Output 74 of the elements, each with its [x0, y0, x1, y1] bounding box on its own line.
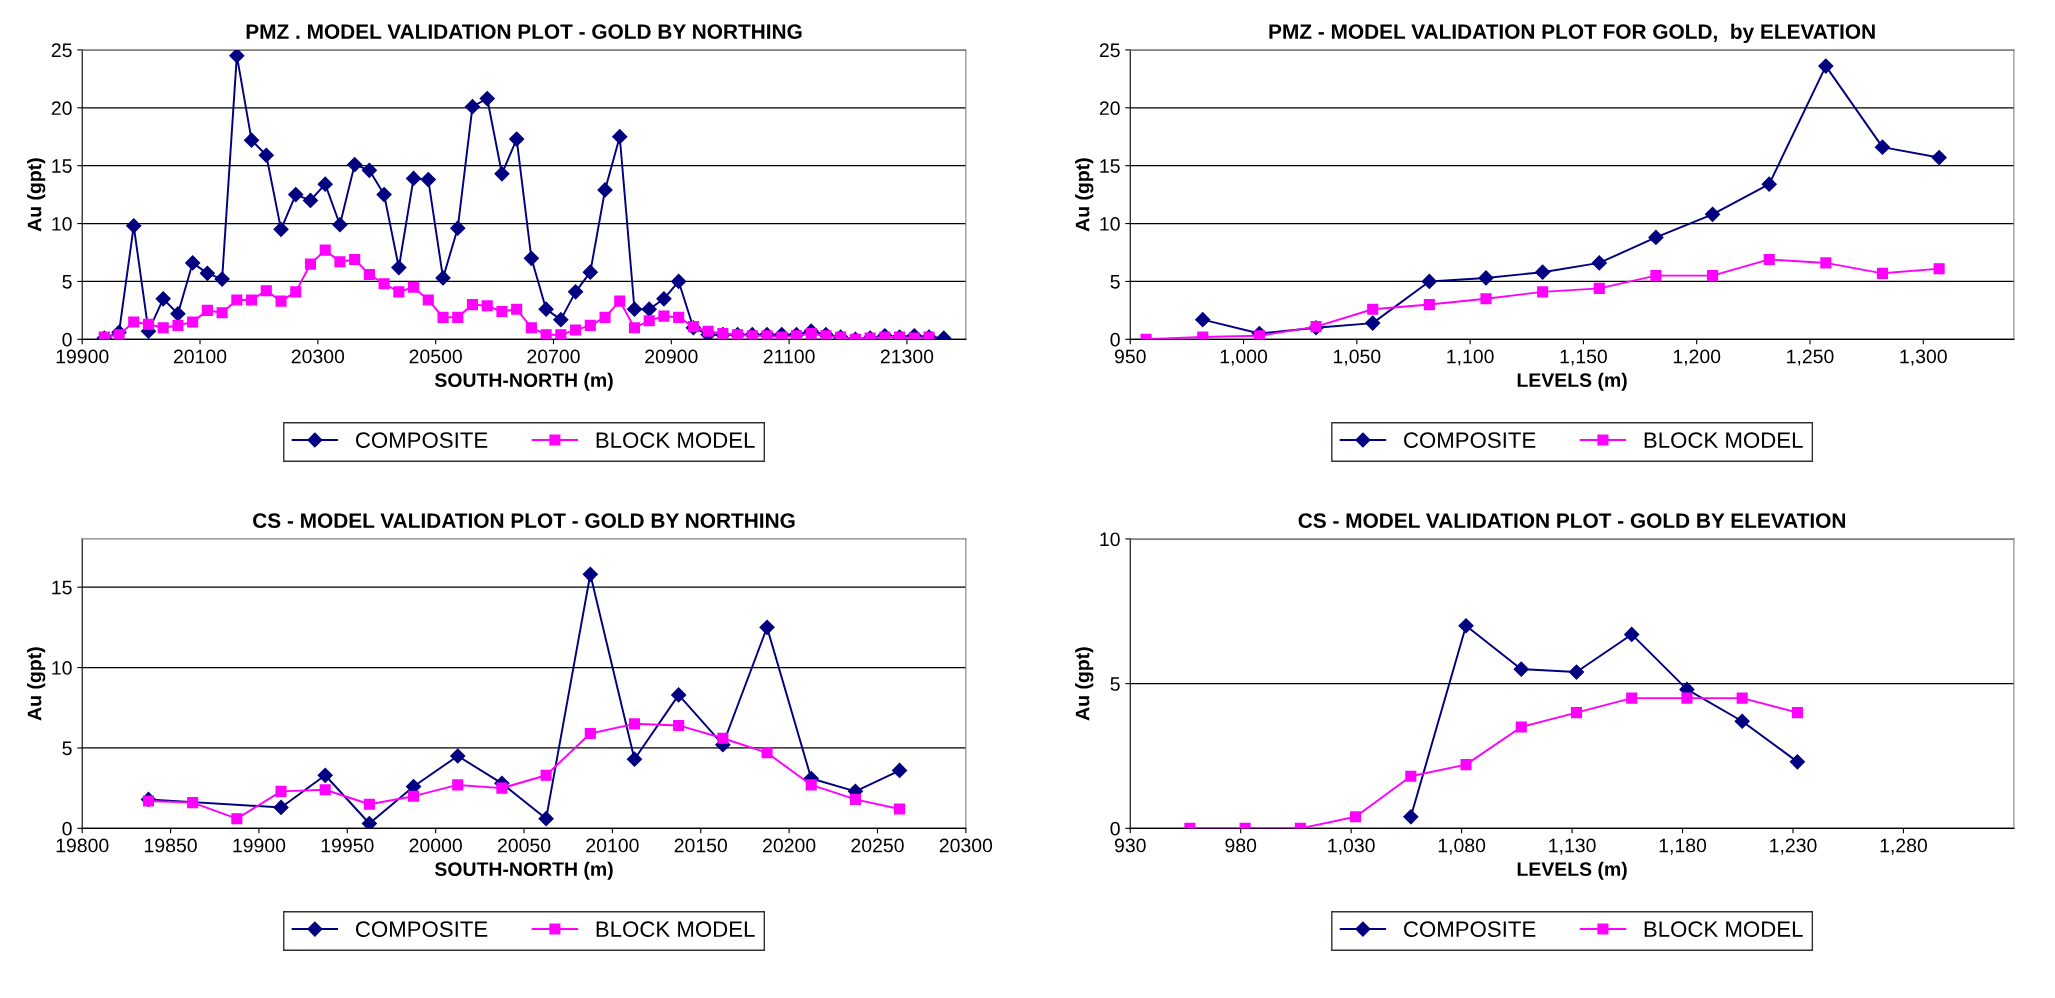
x-tick-label: 20250 [851, 838, 904, 853]
legend-label: BLOCK MODEL [596, 432, 755, 448]
y-axis-title: Au (gpt) [27, 158, 46, 232]
x-tick-label: 20200 [763, 838, 816, 853]
y-axis-title: Au (gpt) [1075, 647, 1094, 721]
x-tick-label: 20100 [586, 838, 639, 853]
x-tick-label: 1,100 [1447, 349, 1494, 366]
y-tick-label: 5 [1110, 677, 1120, 691]
y-tick-label: 0 [62, 821, 72, 836]
x-tick-label: 20900 [645, 349, 698, 364]
legend-label: COMPOSITE [355, 432, 488, 448]
x-tick-label: 1,050 [1333, 349, 1381, 366]
chart-title: CS - MODEL VALIDATION PLOT - GOLD BY ELEVATION [1298, 513, 1846, 529]
y-tick-label: 25 [1099, 43, 1120, 58]
legend-label: BLOCK MODEL [1644, 921, 1803, 938]
x-tick-label: 1,230 [1770, 838, 1817, 855]
y-axis-title: Au (gpt) [27, 647, 46, 721]
y-tick-label: 15 [1100, 159, 1120, 173]
x-tick-label: 20050 [497, 838, 551, 853]
x-tick-label: 1,030 [1328, 838, 1375, 855]
x-axis-title: LEVELS (m) [1517, 861, 1627, 880]
x-axis-title: SOUTH-NORTH (m) [434, 861, 613, 880]
legend-label: COMPOSITE [355, 921, 488, 938]
x-tick-label: 930 [1114, 838, 1146, 853]
chart-title: PMZ - MODEL VALIDATION PLOT FOR GOLD, by ELEVATION [1269, 23, 1875, 44]
x-tick-label: 19900 [56, 349, 109, 364]
y-tick-label: 10 [52, 217, 72, 231]
x-tick-label: 20500 [409, 349, 462, 364]
y-tick-label: 5 [62, 275, 72, 289]
legend-label: COMPOSITE [1404, 921, 1536, 938]
x-tick-label: 20700 [527, 349, 580, 364]
x-tick-label: 21300 [880, 349, 934, 364]
y-tick-label: 10 [1100, 532, 1120, 547]
x-tick-label: 980 [1225, 838, 1257, 853]
y-tick-label: 15 [52, 580, 72, 595]
x-tick-label: 1,000 [1220, 349, 1268, 366]
y-tick-label: 5 [1110, 275, 1120, 289]
x-tick-label: 20300 [939, 838, 993, 853]
y-tick-label: 15 [52, 159, 72, 173]
y-tick-label: 20 [51, 101, 72, 116]
y-tick-label: 0 [1110, 821, 1120, 836]
x-tick-label: 1,200 [1673, 349, 1721, 366]
x-tick-label: 20100 [173, 349, 227, 364]
x-tick-label: 1,180 [1659, 838, 1707, 855]
x-tick-label: 19850 [145, 838, 197, 853]
y-tick-label: 10 [52, 661, 72, 675]
x-tick-label: 20000 [409, 838, 462, 853]
x-tick-label: 20150 [674, 838, 728, 853]
chart-title: CS - MODEL VALIDATION PLOT - GOLD BY NORTHING [253, 513, 795, 529]
y-tick-label: 20 [1099, 101, 1120, 116]
y-tick-label: 10 [1100, 217, 1120, 231]
y-tick-label: 0 [62, 332, 72, 347]
y-axis-title: Au (gpt) [1075, 158, 1094, 232]
x-tick-label: 21100 [763, 349, 815, 364]
legend-label: BLOCK MODEL [596, 921, 755, 938]
legend-label: COMPOSITE [1404, 432, 1536, 448]
x-tick-label: 19950 [321, 838, 374, 853]
x-tick-label: 1,130 [1549, 838, 1596, 855]
x-tick-label: 20300 [291, 349, 345, 364]
x-tick-label: 19800 [56, 838, 109, 853]
y-tick-label: 25 [51, 43, 72, 58]
x-tick-label: 1,280 [1880, 838, 1928, 855]
x-axis-title: SOUTH-NORTH (m) [434, 372, 613, 391]
x-tick-label: 1,250 [1787, 349, 1834, 366]
x-tick-label: 1,150 [1560, 349, 1607, 366]
x-axis-title: LEVELS (m) [1517, 372, 1627, 391]
x-tick-label: 1,080 [1438, 838, 1486, 855]
chart-title: PMZ . MODEL VALIDATION PLOT - GOLD BY NORTHING [246, 24, 802, 39]
legend-label: BLOCK MODEL [1644, 432, 1803, 448]
y-tick-label: 0 [1110, 332, 1120, 347]
y-tick-label: 5 [62, 741, 72, 756]
x-tick-label: 19900 [233, 838, 286, 853]
x-tick-label: 1,300 [1900, 349, 1947, 366]
x-tick-label: 950 [1114, 349, 1146, 364]
